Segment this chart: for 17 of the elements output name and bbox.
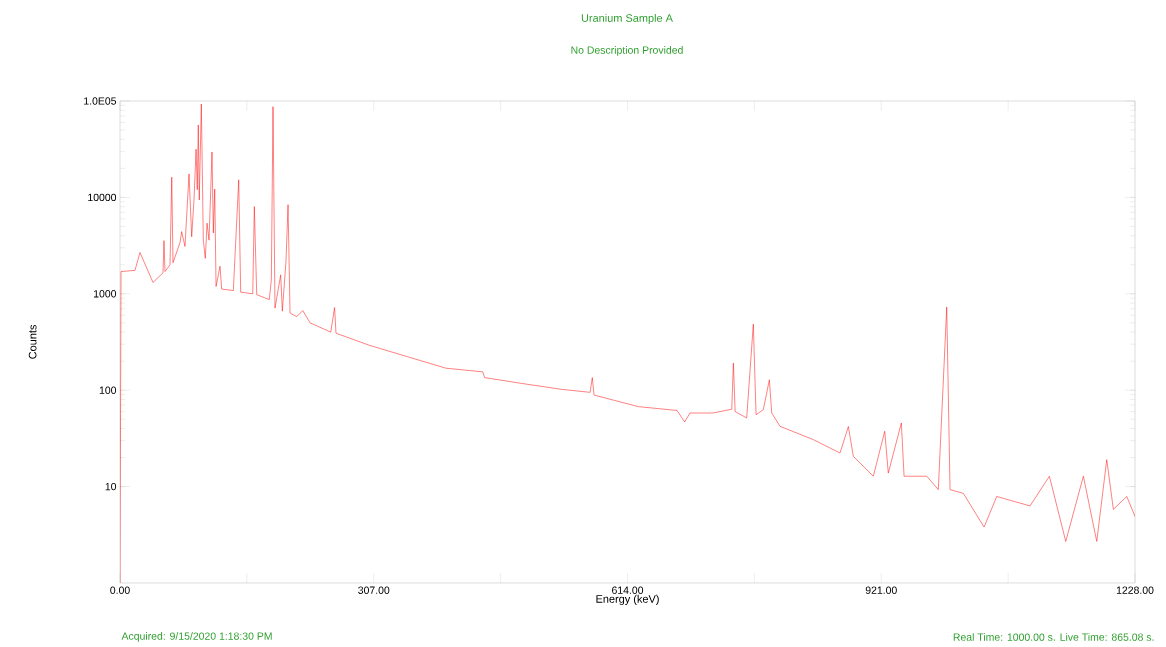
y-tick-label: 10000 bbox=[88, 193, 117, 202]
text: Acquired: 9/15/2020 1:18:30 PM bbox=[121, 632, 272, 642]
text: Real Time: 1000.00 s. Live Time: 865.08 s. bbox=[953, 633, 1154, 641]
chart-title: Uranium Sample A bbox=[581, 13, 673, 25]
y-tick-label: 10 bbox=[105, 482, 117, 491]
line-series bbox=[120, 103, 1136, 583]
x-tick-label: 307.00 bbox=[358, 586, 390, 594]
x-tick-label: 921.00 bbox=[865, 586, 897, 594]
y-tick-label: 100 bbox=[99, 386, 117, 394]
x-tick-label: 0.00 bbox=[110, 586, 130, 594]
x-tick-label: 1228.00 bbox=[1116, 586, 1154, 594]
y-tick-label: 1.0E05 bbox=[84, 97, 117, 105]
y-axis-title: Counts bbox=[28, 325, 37, 359]
x-axis-title: Energy (keV) bbox=[596, 594, 659, 605]
x-tick-label: 614.00 bbox=[612, 586, 644, 594]
chart-subtitle: No Description Provided bbox=[571, 46, 683, 56]
y-tick-label: 1000 bbox=[94, 290, 117, 298]
